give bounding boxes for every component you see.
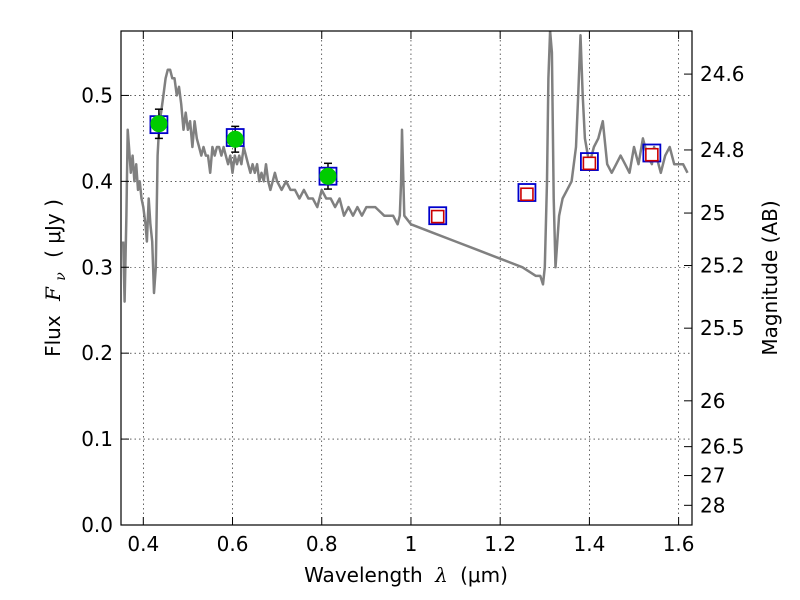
y-tick-label: 0.0 xyxy=(81,513,113,537)
model-square-red xyxy=(582,156,597,171)
x-tick-label: 1.2 xyxy=(484,532,516,556)
model-square-red xyxy=(430,209,445,224)
x-axis-label: Wavelength λ (μm) xyxy=(304,563,508,587)
plot-area xyxy=(121,31,692,525)
spectrum-group xyxy=(121,31,689,303)
y-axis-label: Flux F ν ( μJy ) xyxy=(41,199,70,357)
observed-point xyxy=(226,130,244,148)
magnitude-tick-label: 24.6 xyxy=(700,62,745,86)
plot-frame xyxy=(120,30,693,526)
magnitude-tick-label: 28 xyxy=(700,493,725,517)
spectrum-line xyxy=(121,31,689,303)
y-tick-label: 0.3 xyxy=(81,255,113,279)
x-tick-label: 1.4 xyxy=(573,532,605,556)
magnitude-tick-label: 25.2 xyxy=(700,254,745,278)
magnitude-tick-label: 26.5 xyxy=(700,435,745,459)
magnitude-tick-label: 26 xyxy=(700,389,725,413)
x-tick-label: 0.4 xyxy=(127,532,159,556)
y-tick-labels: 0.0 0.1 0.2 0.3 0.4 0.5 xyxy=(81,83,113,537)
model-square-blue xyxy=(428,206,448,226)
y-tick-label: 0.2 xyxy=(81,341,113,365)
y-tick-label: 0.5 xyxy=(81,83,113,107)
x-tick-labels: 0.4 0.6 0.8 1 1.2 1.4 1.6 xyxy=(127,532,694,556)
x-tick-label: 0.6 xyxy=(217,532,249,556)
magnitude-tick-label: 27 xyxy=(700,464,725,488)
x-tick-label: 1.6 xyxy=(663,532,695,556)
model-square-red xyxy=(645,147,659,162)
magnitude-tick-label: 25 xyxy=(700,201,725,225)
y2-axis-label: Magnitude (AB) xyxy=(758,200,782,355)
observed-point xyxy=(319,167,337,185)
x-tick-label: 1 xyxy=(405,532,418,556)
x-tick-label: 0.8 xyxy=(306,532,338,556)
ticks xyxy=(121,31,692,526)
magnitude-tick-label: 25.5 xyxy=(700,316,745,340)
y-tick-label: 0.1 xyxy=(81,427,113,451)
magnitude-tick-label: 24.8 xyxy=(700,138,745,162)
observed-point xyxy=(150,115,168,133)
y-tick-label: 0.4 xyxy=(81,169,113,193)
magnitude-tick-labels: 24.6 24.8 25 25.2 25.5 26 26.5 27 28 xyxy=(700,62,745,517)
markers xyxy=(149,115,662,226)
model-square-red xyxy=(520,187,534,202)
